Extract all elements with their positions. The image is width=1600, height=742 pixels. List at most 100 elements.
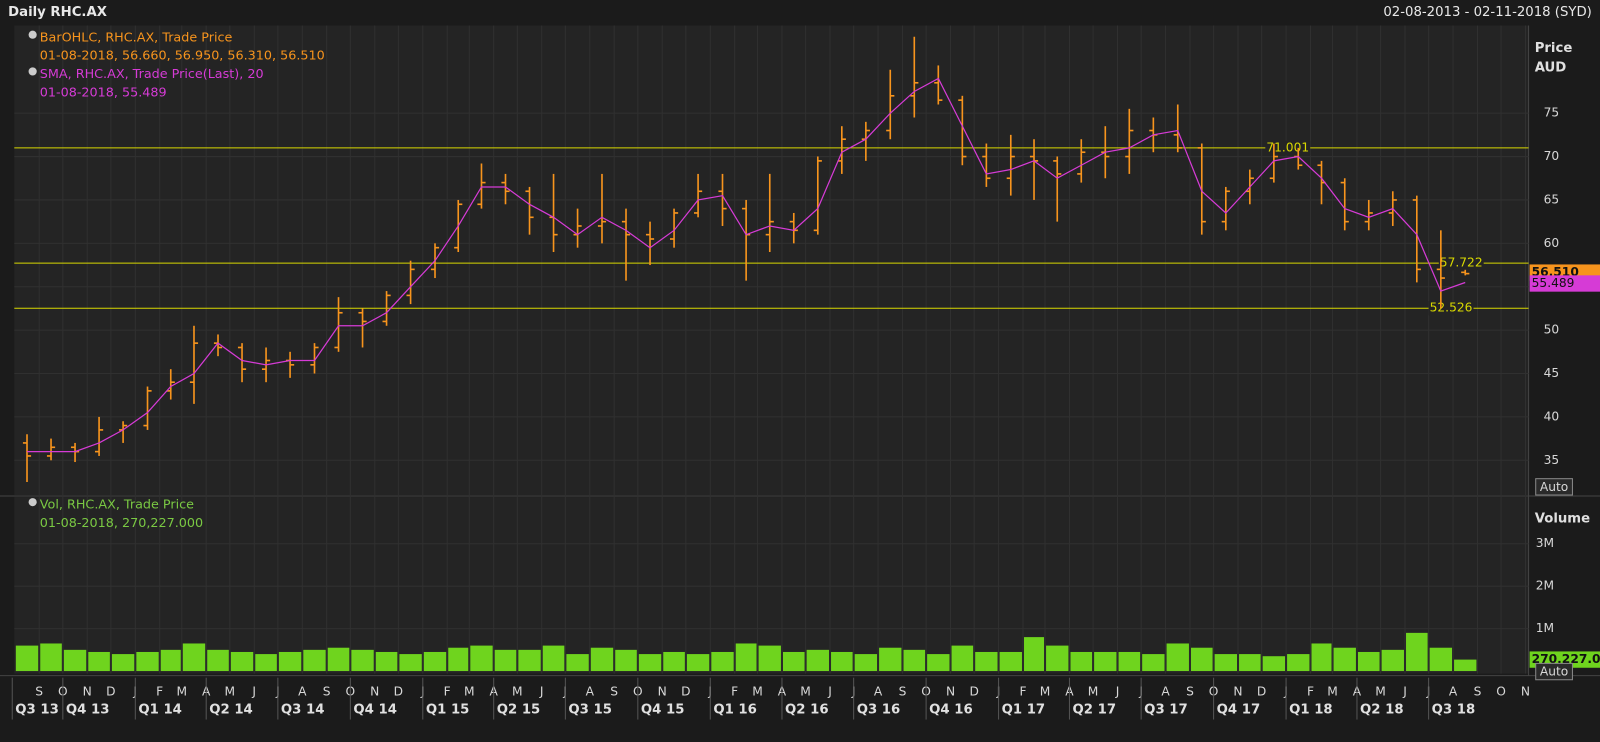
y-tick-label: 3M bbox=[1536, 536, 1554, 550]
y-tick-label: 1M bbox=[1536, 621, 1554, 635]
x-tick-label: S bbox=[1186, 684, 1194, 698]
x-tick-label: M bbox=[800, 684, 811, 698]
volume-bar bbox=[1166, 643, 1189, 672]
volume-bar bbox=[782, 651, 805, 672]
volume-bar bbox=[1333, 647, 1356, 672]
x-tick-label: J bbox=[539, 684, 544, 698]
auto-button[interactable] bbox=[1535, 478, 1573, 496]
volume-bar bbox=[160, 649, 181, 672]
legend-icon[interactable] bbox=[28, 30, 37, 39]
volume-bar bbox=[1262, 656, 1286, 672]
x-tick-label: N bbox=[946, 684, 955, 698]
y-tick-label: 60 bbox=[1544, 236, 1560, 250]
x-tick-label: S bbox=[35, 684, 43, 698]
x-tick-label: A bbox=[298, 684, 307, 698]
volume-bar bbox=[1311, 643, 1332, 672]
volume-bar bbox=[1429, 647, 1453, 672]
date-range: 02-08-2013 - 02-11-2018 (SYD) bbox=[1383, 5, 1591, 20]
x-tick-label: M bbox=[1088, 684, 1099, 698]
volume-bar bbox=[182, 643, 206, 672]
volume-bar bbox=[686, 654, 710, 672]
volume-bar bbox=[40, 643, 62, 672]
volume-bar bbox=[663, 651, 685, 672]
y-tick-label: 75 bbox=[1544, 106, 1560, 120]
volume-bar bbox=[63, 649, 87, 672]
volume-bar bbox=[448, 647, 469, 672]
chart-title: Daily RHC.AX bbox=[8, 5, 107, 20]
volume-bar bbox=[806, 649, 829, 672]
volume-bar bbox=[975, 651, 998, 672]
x-tick-label: J bbox=[1402, 684, 1407, 698]
volume-bar bbox=[1046, 645, 1069, 672]
volume-bar bbox=[423, 651, 447, 672]
quarter-label: Q2 17 bbox=[1073, 702, 1117, 717]
volume-bar bbox=[88, 651, 110, 672]
x-tick-label: N bbox=[1521, 684, 1530, 698]
x-tick-label: M bbox=[1327, 684, 1338, 698]
quarter-label: Q4 13 bbox=[66, 702, 110, 717]
quarter-label: Q3 13 bbox=[15, 702, 59, 717]
quarter-label: Q4 14 bbox=[353, 702, 397, 717]
volume-bar bbox=[399, 654, 422, 672]
last-value-badge bbox=[1529, 275, 1600, 292]
x-tick-label: S bbox=[1474, 684, 1482, 698]
legend-icon[interactable] bbox=[28, 67, 37, 76]
volume-bar bbox=[903, 649, 926, 672]
x-tick-label: F bbox=[444, 684, 451, 698]
reference-label: 71.001 bbox=[1266, 140, 1309, 154]
volume-bar bbox=[1381, 649, 1404, 672]
legend-name: Vol, RHC.AX, Trade Price bbox=[40, 498, 194, 513]
y-tick-label: 70 bbox=[1544, 149, 1560, 163]
legend-icon[interactable] bbox=[28, 498, 37, 507]
reference-label-bg bbox=[1428, 301, 1474, 316]
x-tick-label: M bbox=[1375, 684, 1386, 698]
x-tick-label: D bbox=[106, 684, 115, 698]
volume-bar bbox=[927, 654, 950, 672]
y-tick-label: 40 bbox=[1544, 409, 1560, 423]
legend-name: BarOHLC, RHC.AX, Trade Price bbox=[40, 30, 233, 45]
x-tick-label: F bbox=[1307, 684, 1314, 698]
x-tick-label: D bbox=[394, 684, 403, 698]
plot-layer: SONDJFMAMJJASONDJFMAMJJASONDJFMAMJJASOND… bbox=[11, 25, 1600, 720]
x-tick-label: M bbox=[464, 684, 475, 698]
volume-bar bbox=[230, 651, 254, 672]
auto-button-label[interactable]: Auto bbox=[1540, 665, 1568, 679]
y-title: Price bbox=[1535, 41, 1573, 56]
volume-bar bbox=[1094, 651, 1117, 672]
y-tick-label: 65 bbox=[1544, 192, 1560, 206]
volume-bar bbox=[1454, 659, 1477, 672]
quarter-label: Q3 18 bbox=[1432, 702, 1476, 717]
volume-bar bbox=[1142, 654, 1165, 672]
reference-label: 57.722 bbox=[1440, 256, 1483, 270]
last-value-label: 270,227.000 bbox=[1532, 652, 1600, 666]
auto-button-label[interactable]: Auto bbox=[1540, 480, 1568, 494]
quarter-label: Q2 14 bbox=[209, 702, 253, 717]
volume-bar bbox=[1118, 651, 1141, 672]
sma-line bbox=[27, 77, 1466, 453]
volume-bar bbox=[1070, 651, 1093, 672]
x-tick-label: M bbox=[176, 684, 187, 698]
x-tick-label: S bbox=[610, 684, 618, 698]
volume-bar bbox=[879, 647, 902, 672]
volume-bar bbox=[1239, 654, 1261, 672]
volume-bar bbox=[1357, 651, 1380, 672]
quarter-label: Q3 17 bbox=[1144, 702, 1188, 717]
x-tick-label: O bbox=[1496, 684, 1506, 698]
reference-label-bg bbox=[1438, 255, 1484, 271]
quarter-label: Q3 15 bbox=[568, 702, 612, 717]
x-tick-label: M bbox=[512, 684, 523, 698]
volume-bar bbox=[951, 645, 974, 672]
auto-button[interactable] bbox=[1535, 662, 1573, 681]
x-tick-label: A bbox=[586, 684, 595, 698]
volume-panel bbox=[14, 497, 1529, 674]
volume-bar bbox=[351, 649, 374, 672]
volume-bar bbox=[615, 649, 637, 672]
volume-bar bbox=[1024, 637, 1045, 672]
volume-bar bbox=[1190, 647, 1213, 672]
quarter-label: Q1 15 bbox=[426, 702, 470, 717]
quarter-label: Q4 16 bbox=[929, 702, 973, 717]
volume-bar bbox=[566, 654, 589, 672]
x-tick-label: A bbox=[1161, 684, 1170, 698]
x-tick-label: N bbox=[370, 684, 379, 698]
